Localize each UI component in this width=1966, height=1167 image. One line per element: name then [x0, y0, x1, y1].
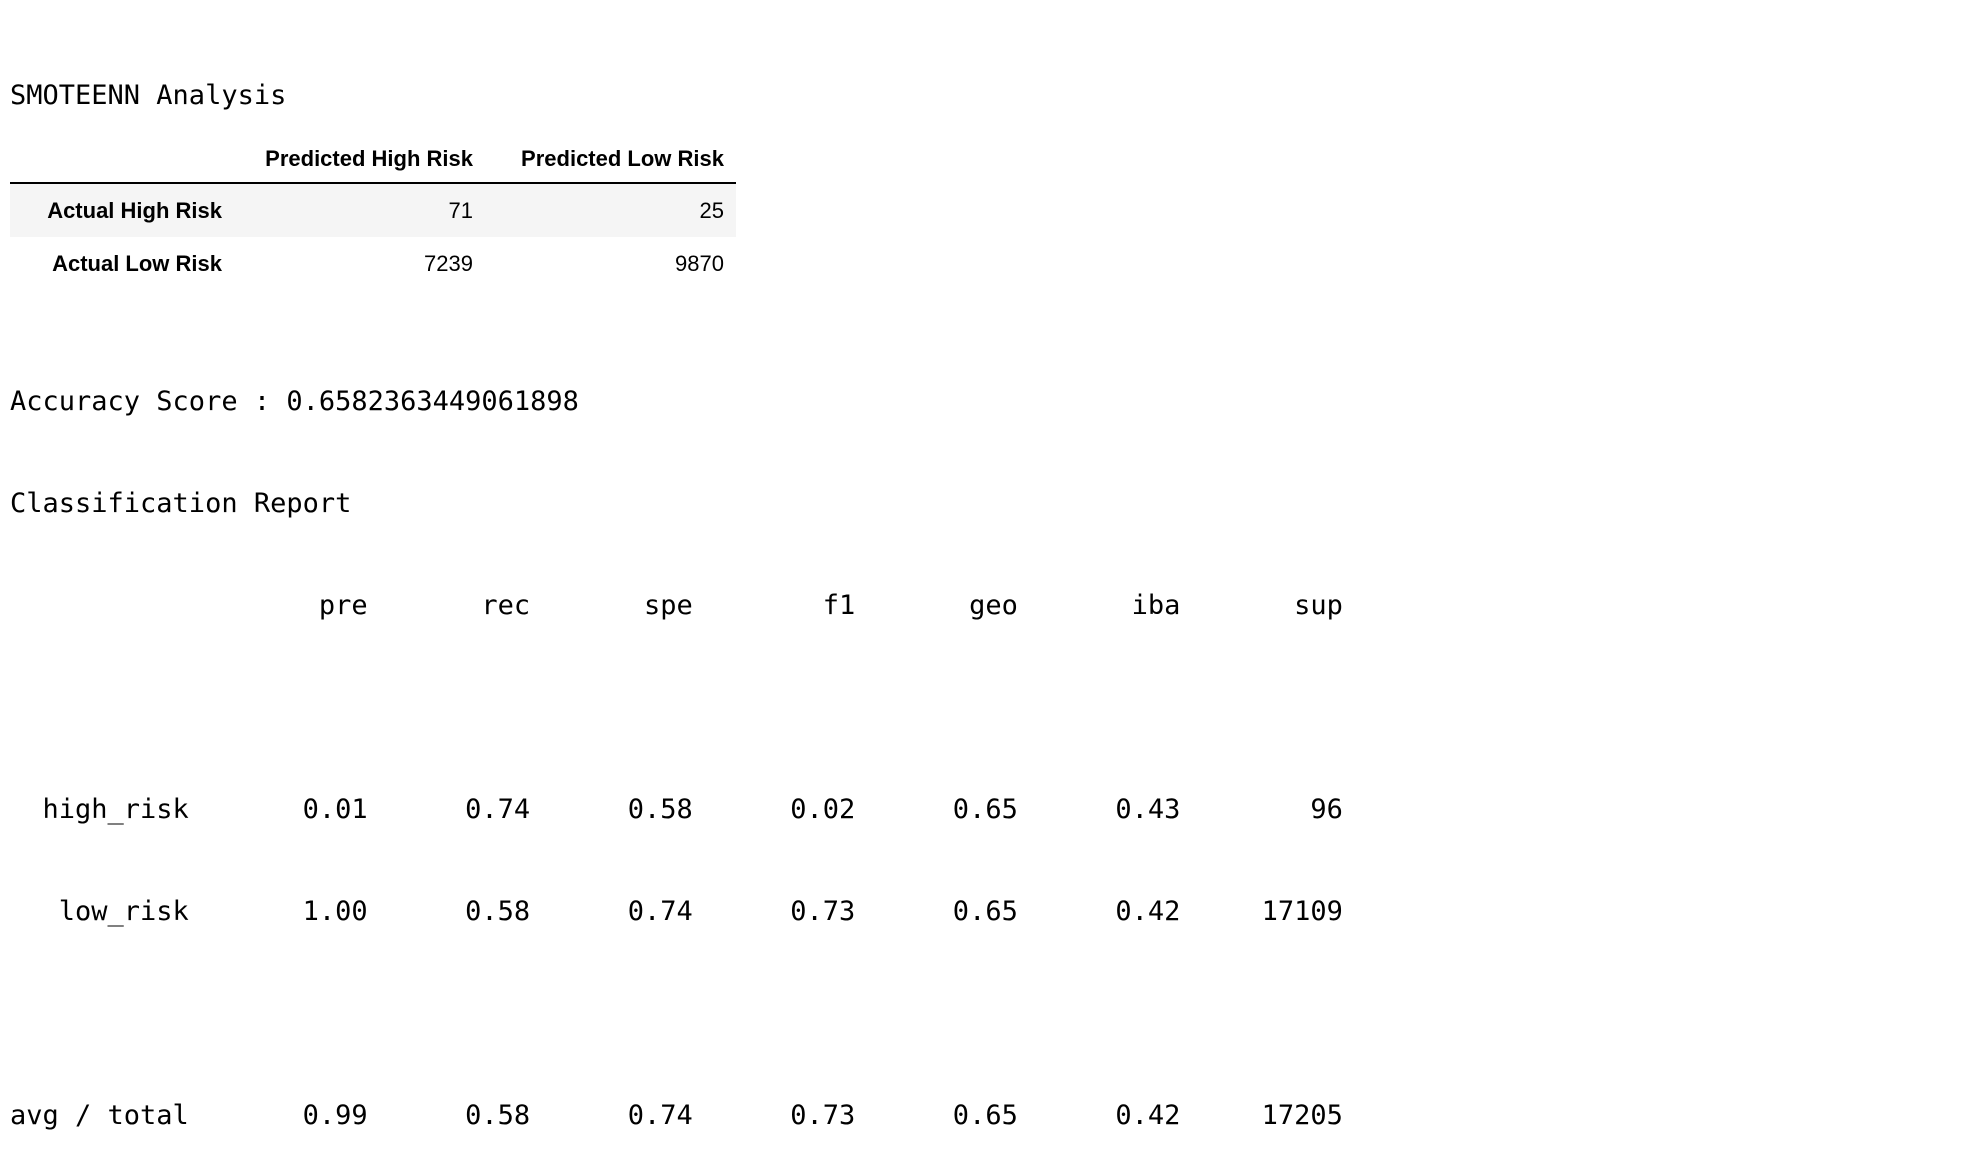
column-header-predicted-high-risk: Predicted High Risk — [234, 136, 485, 184]
report-row-low-risk: low_risk 1.00 0.58 0.74 0.73 0.65 0.42 1… — [10, 896, 1343, 927]
report-row-avg-total: avg / total 0.99 0.58 0.74 0.73 0.65 0.4… — [10, 1100, 1343, 1131]
report-header-row: pre rec spe f1 geo iba sup — [10, 590, 1343, 621]
report-row-high-risk: high_risk 0.01 0.74 0.58 0.02 0.65 0.43 … — [10, 794, 1343, 825]
cell-low-predicted-low: 9870 — [675, 250, 724, 276]
cell-low-predicted-high: 7239 — [424, 250, 473, 276]
classification-report-title: Classification Report — [10, 488, 352, 519]
row-header-actual-high-risk: Actual High Risk — [47, 197, 222, 223]
cell-high-predicted-low: 25 — [699, 197, 724, 223]
analysis-title: SMOTEENN Analysis — [10, 80, 287, 111]
confusion-matrix-corner — [10, 136, 234, 184]
accuracy-score-line: Accuracy Score : 0.6582363449061898 — [10, 386, 579, 417]
table-row-actual-low-risk: Actual Low Risk 7239 9870 — [10, 237, 736, 290]
confusion-matrix-title: Confusion Matrix — [10, 182, 271, 213]
cell-high-predicted-high: 71 — [448, 197, 473, 223]
row-header-actual-low-risk: Actual Low Risk — [52, 250, 222, 276]
report-blank-row — [10, 997, 1343, 1031]
confusion-matrix-header-row: Predicted High Risk Predicted Low Risk — [10, 136, 736, 184]
confusion-matrix-table: Predicted High Risk Predicted Low Risk A… — [10, 136, 736, 290]
classification-output: Accuracy Score : 0.6582363449061898 Clas… — [10, 317, 1343, 1167]
report-blank-row — [10, 691, 1343, 725]
column-header-predicted-low-risk: Predicted Low Risk — [485, 136, 736, 184]
output-header: SMOTEENN Analysis Confusion Matrix — [10, 11, 286, 249]
table-row-actual-high-risk: Actual High Risk 71 25 — [10, 183, 736, 237]
